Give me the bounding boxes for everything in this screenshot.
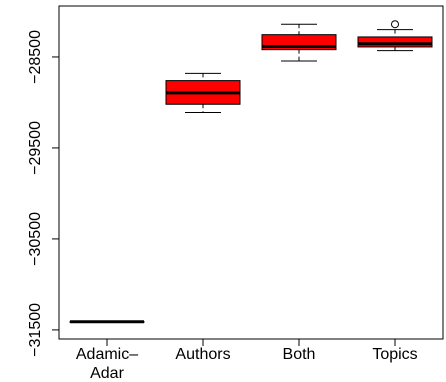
x-tick-label: Adar: [90, 365, 124, 382]
x-tick-label: Adamic–: [76, 346, 138, 363]
box-1: [165, 72, 241, 113]
y-tick-label: −30500: [27, 212, 44, 266]
box-3: [357, 20, 433, 52]
x-tick-label: Authors: [175, 346, 230, 363]
iqr-box: [357, 36, 433, 48]
y-axis: −31500 −30500 −29500 −28500: [27, 30, 60, 357]
box-2: [261, 23, 337, 62]
outlier-point: [391, 20, 399, 29]
x-tick-label: Both: [283, 346, 316, 363]
y-tick-label: −31500: [27, 303, 44, 357]
plot-frame: [58, 5, 444, 340]
boxes: [69, 20, 433, 324]
y-tick-label: −29500: [27, 121, 44, 175]
y-tick-label: −28500: [27, 30, 44, 84]
x-tick-label: Topics: [372, 346, 417, 363]
x-axis: Adamic– Adar Authors Both Topics: [76, 339, 418, 382]
box-0: [69, 320, 145, 324]
